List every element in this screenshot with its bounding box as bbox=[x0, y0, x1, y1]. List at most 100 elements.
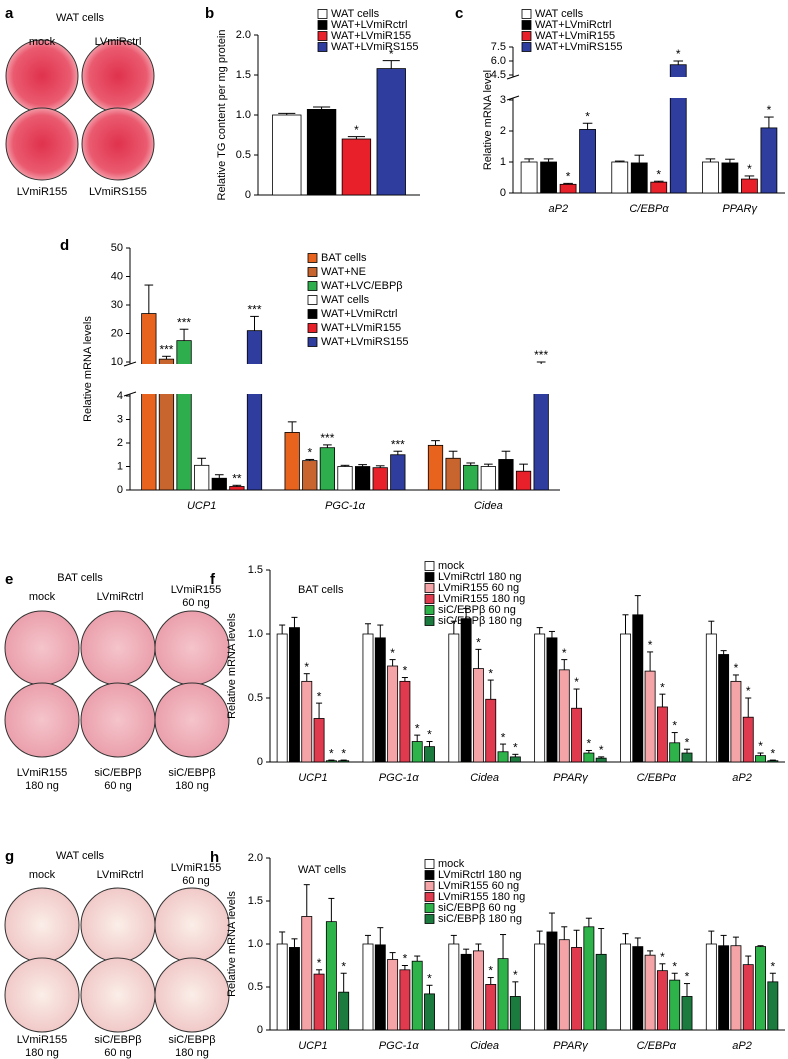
well-label: LVmiRctrl bbox=[97, 591, 144, 603]
panel-letter: h bbox=[210, 849, 219, 866]
y-tick-label: 0.5 bbox=[248, 692, 263, 704]
well-label: 180 ng bbox=[175, 1047, 209, 1059]
bar bbox=[313, 718, 325, 763]
bar bbox=[313, 973, 325, 1031]
significance: * bbox=[656, 167, 661, 181]
image-title: WAT cells bbox=[56, 12, 105, 24]
significance: * bbox=[587, 737, 592, 751]
y-tick-label: 1.5 bbox=[248, 564, 263, 576]
legend-swatch bbox=[424, 914, 435, 924]
bar bbox=[656, 970, 668, 1031]
significance: * bbox=[562, 646, 567, 660]
significance: * bbox=[354, 123, 359, 137]
break-mark bbox=[123, 391, 137, 397]
legend-swatch bbox=[424, 572, 435, 582]
image-title: WAT cells bbox=[56, 850, 105, 862]
bar bbox=[705, 633, 717, 763]
x-tick-label: PPARγ bbox=[722, 203, 758, 215]
bar bbox=[630, 162, 648, 194]
bar bbox=[534, 943, 546, 1031]
well-image bbox=[81, 39, 155, 113]
significance: * bbox=[758, 739, 763, 753]
legend-label: mock bbox=[438, 560, 465, 572]
legend-label: mock bbox=[438, 858, 465, 870]
bar bbox=[325, 921, 337, 1031]
break-mark bbox=[506, 74, 520, 80]
legend-swatch bbox=[317, 20, 328, 30]
bar bbox=[650, 181, 668, 194]
bar bbox=[194, 464, 210, 491]
bar bbox=[376, 68, 406, 196]
y-axis-label: Relative mRNA levels bbox=[226, 891, 238, 997]
bar bbox=[480, 466, 496, 491]
y-tick-label: 1.0 bbox=[236, 109, 251, 121]
bar bbox=[341, 138, 372, 196]
legend-label: BAT cells bbox=[321, 252, 367, 264]
bar bbox=[509, 996, 521, 1031]
significance: * bbox=[771, 959, 776, 973]
bar bbox=[558, 669, 570, 763]
legend-swatch bbox=[424, 859, 435, 869]
y-tick-label: 1.5 bbox=[236, 69, 251, 81]
x-tick-label: C/EBPα bbox=[629, 203, 669, 215]
bar bbox=[246, 330, 263, 491]
well-image bbox=[81, 107, 155, 181]
bar bbox=[718, 654, 730, 763]
y-tick-label: 40 bbox=[111, 270, 123, 282]
bar bbox=[272, 114, 302, 196]
bar bbox=[571, 947, 583, 1031]
x-tick-label: UCP1 bbox=[298, 1040, 327, 1052]
well-label: LVmiR155 bbox=[17, 1034, 68, 1046]
bar bbox=[284, 432, 300, 491]
significance: *** bbox=[391, 437, 405, 451]
well-image bbox=[80, 887, 156, 963]
significance: * bbox=[488, 666, 493, 680]
well-label: 180 ng bbox=[25, 1047, 59, 1059]
legend-label: siC/EBPβ 180 ng bbox=[438, 615, 522, 627]
significance: * bbox=[599, 743, 604, 757]
bar bbox=[620, 943, 631, 1031]
x-tick-label: PPARγ bbox=[553, 1040, 589, 1052]
legend-label: LVmiRctrl 180 ng bbox=[438, 571, 522, 583]
bar bbox=[571, 707, 583, 763]
well-label: 180 ng bbox=[175, 780, 209, 792]
well-image bbox=[5, 39, 79, 113]
well-image bbox=[4, 887, 80, 963]
panel-letter: a bbox=[5, 5, 14, 22]
bar bbox=[372, 467, 388, 491]
bar bbox=[301, 680, 313, 763]
well-image bbox=[80, 682, 156, 758]
y-tick-label: 1.0 bbox=[248, 938, 263, 950]
significance: * bbox=[341, 959, 346, 973]
bar bbox=[276, 633, 288, 763]
bar bbox=[632, 614, 644, 763]
well-image bbox=[154, 957, 230, 1033]
well-label: siC/EBPβ bbox=[168, 1034, 215, 1046]
y-tick-label: 10 bbox=[111, 356, 123, 368]
significance: * bbox=[585, 109, 590, 123]
x-tick-label: aP2 bbox=[732, 1040, 752, 1052]
panel-letter: f bbox=[210, 571, 216, 588]
well-label: 180 ng bbox=[25, 780, 59, 792]
well-label: 60 ng bbox=[182, 875, 210, 887]
bar bbox=[509, 756, 521, 763]
significance: * bbox=[427, 728, 432, 742]
significance: * bbox=[304, 660, 309, 674]
bar bbox=[595, 953, 607, 1031]
bar bbox=[354, 466, 371, 491]
bar bbox=[463, 464, 479, 491]
panel-letter: d bbox=[60, 237, 69, 254]
bar bbox=[362, 943, 374, 1031]
significance: *** bbox=[159, 342, 173, 356]
legend-swatch bbox=[424, 892, 435, 902]
bar bbox=[767, 981, 779, 1031]
y-tick-label: 4.5 bbox=[491, 69, 506, 81]
x-tick-label: Cidea bbox=[470, 772, 499, 784]
bar bbox=[669, 742, 681, 763]
y-tick-label: 3 bbox=[500, 94, 506, 106]
well-label: LVmiRS155 bbox=[89, 186, 147, 198]
bar bbox=[515, 470, 532, 491]
bar bbox=[656, 706, 668, 763]
significance: * bbox=[341, 746, 346, 760]
